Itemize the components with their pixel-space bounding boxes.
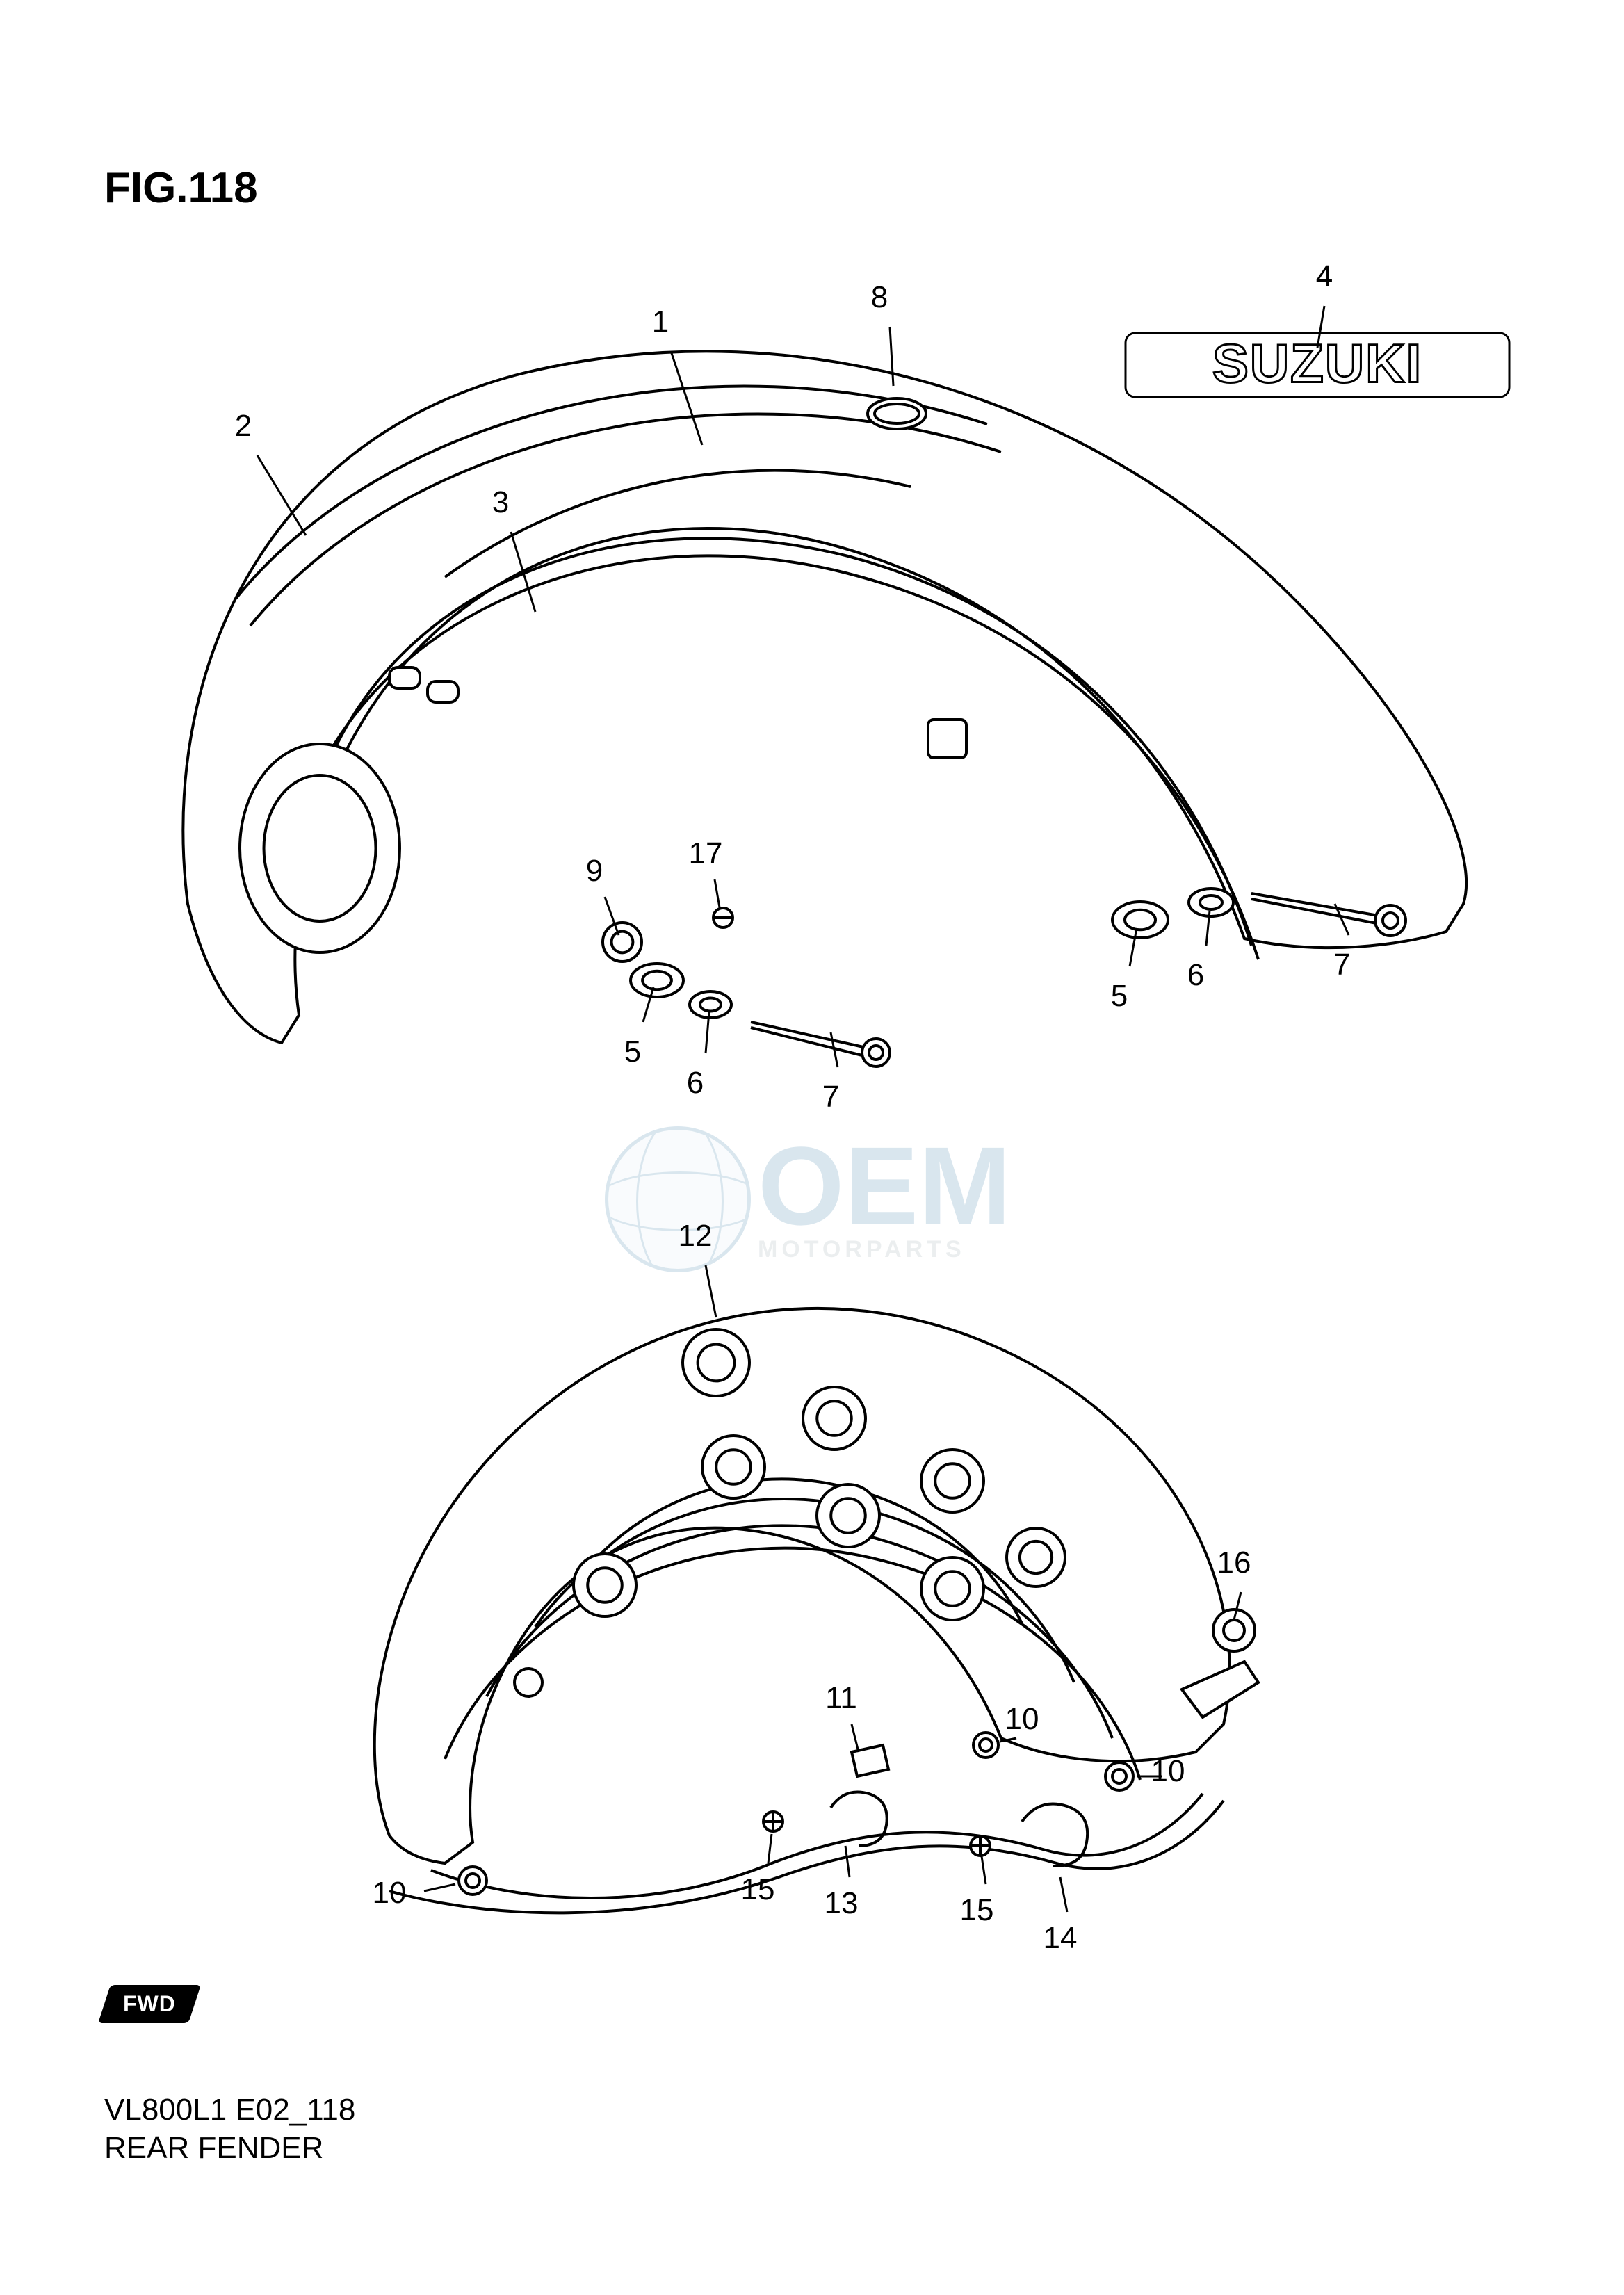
- callout-4: 4: [1307, 259, 1342, 294]
- callout-15: 15: [959, 1893, 994, 1928]
- callout-5: 5: [1102, 979, 1137, 1014]
- callout-17: 17: [688, 836, 723, 871]
- callout-7: 7: [1324, 948, 1359, 982]
- fwd-text: FWD: [123, 1991, 176, 2017]
- callout-2: 2: [226, 409, 261, 444]
- callout-10: 10: [1005, 1702, 1039, 1737]
- footer-part-name: REAR FENDER: [104, 2131, 323, 2166]
- page-root: FIG.118 OEM MOTORPARTS SUZUKI FWD 123455…: [0, 0, 1624, 2295]
- callout-6: 6: [1178, 958, 1213, 993]
- callout-1: 1: [643, 305, 678, 339]
- callout-14: 14: [1043, 1921, 1078, 1956]
- fwd-badge: FWD: [98, 1985, 201, 2023]
- callout-16: 16: [1217, 1546, 1251, 1580]
- callout-10: 10: [1151, 1754, 1185, 1789]
- svg-text:SUZUKI: SUZUKI: [1212, 333, 1422, 394]
- callout-13: 13: [824, 1886, 859, 1921]
- suzuki-logo: SUZUKI: [1123, 330, 1512, 400]
- callout-15: 15: [740, 1872, 775, 1907]
- suzuki-logo-svg: SUZUKI: [1123, 330, 1512, 400]
- callout-3: 3: [483, 485, 518, 520]
- callout-5: 5: [615, 1035, 650, 1069]
- callout-9: 9: [577, 854, 612, 889]
- callout-6: 6: [678, 1066, 713, 1101]
- footer-model-code: VL800L1 E02_118: [104, 2093, 355, 2127]
- callout-10: 10: [372, 1876, 407, 1911]
- callout-7: 7: [813, 1080, 848, 1114]
- callout-11: 11: [824, 1681, 859, 1716]
- callout-8: 8: [862, 280, 897, 315]
- callout-12: 12: [678, 1219, 713, 1254]
